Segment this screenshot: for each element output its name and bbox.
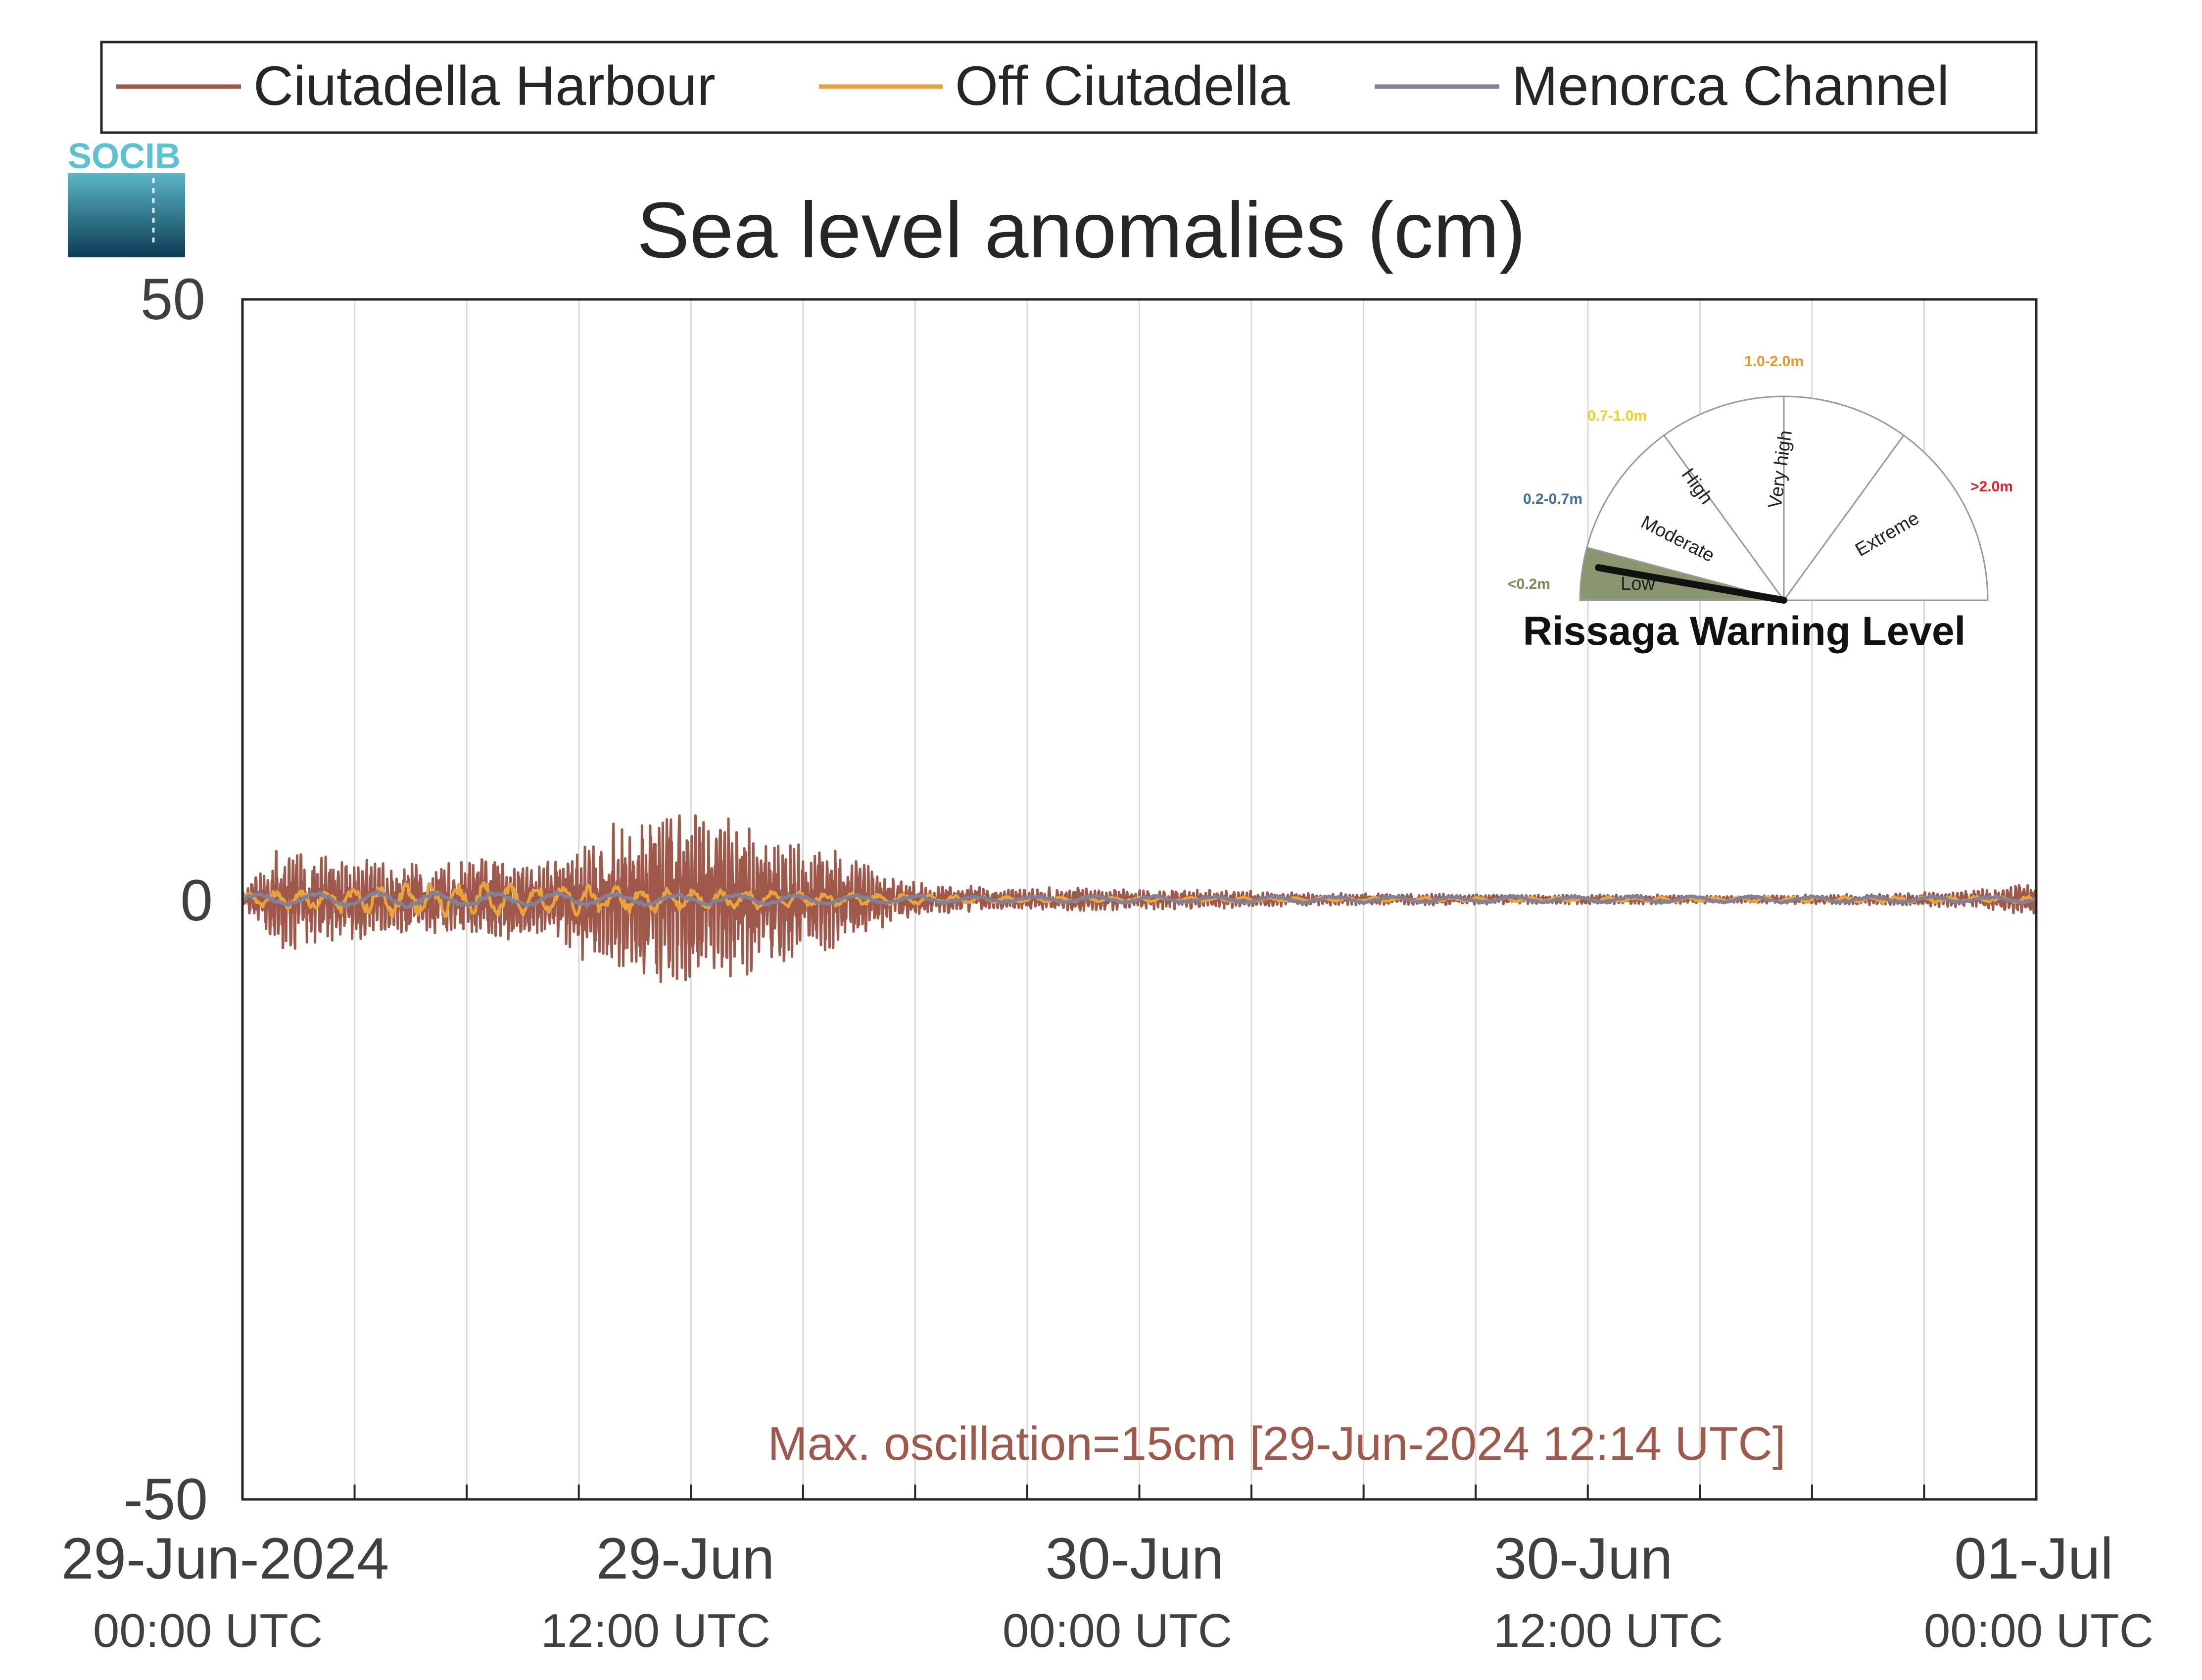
series-line-menorca-channel: [241, 889, 2037, 909]
x-tick-time-1: 12:00 UTC: [541, 1604, 770, 1657]
x-tick-date-1: 29-Jun: [596, 1526, 775, 1591]
gauge-sector-extreme: [1782, 434, 1989, 601]
legend-box: [100, 41, 2038, 134]
gauge-sectors: [1579, 395, 1989, 603]
gauge-range-moderate: 0.2-0.7m: [1523, 491, 1582, 507]
y-axis: 50 0 -50: [123, 267, 213, 1532]
gauge-range-low: <0.2m: [1508, 576, 1550, 592]
x-tick-marks: [353, 1485, 1925, 1499]
socib-logo-wave: [68, 173, 185, 257]
x-tick-date-2: 30-Jun: [1046, 1526, 1224, 1591]
gauge-sector-label-low: Low: [1621, 574, 1655, 594]
x-tick-time-3: 12:00 UTC: [1493, 1604, 1723, 1657]
x-tick-time-2: 00:00 UTC: [1003, 1604, 1232, 1657]
series-line-ciutadella-harbour: [241, 814, 2038, 983]
series-layer: [241, 814, 2038, 983]
x-tick-time-0: 00:00 UTC: [93, 1604, 323, 1657]
x-tick-date-3: 30-Jun: [1494, 1526, 1673, 1591]
rissaga-warning-gauge: Low Moderate High Very high Extreme <0.2…: [1508, 353, 2013, 654]
legend: Ciutadella Harbour Off Ciutadella Menorc…: [100, 41, 2038, 134]
legend-label-menorca-channel: Menorca Channel: [1512, 55, 1949, 117]
gauge-range-high: 0.7-1.0m: [1587, 408, 1647, 424]
y-tick-label-bottom: -50: [123, 1467, 208, 1532]
x-axis: 29-Jun-2024 00:00 UTC 29-Jun 12:00 UTC 3…: [61, 1526, 2154, 1657]
max-oscillation-annotation: Max. oscillation=15cm [29-Jun-2024 12:14…: [767, 1417, 1785, 1470]
gauge-sector-very-high: [1783, 395, 1905, 603]
x-tick-time-4: 00:00 UTC: [1924, 1604, 2154, 1657]
gauge-needle: [1595, 564, 1787, 604]
y-tick-label-zero: 0: [180, 868, 213, 933]
gauge-sector-moderate: [1586, 434, 1786, 602]
legend-label-ciutadella-harbour: Ciutadella Harbour: [253, 55, 716, 117]
x-tick-date-4: 01-Jul: [1954, 1526, 2113, 1591]
legend-label-off-ciutadella: Off Ciutadella: [955, 55, 1290, 117]
x-tick-date-0: 29-Jun-2024: [61, 1526, 389, 1591]
chart-title: Sea level anomalies (cm): [637, 186, 1526, 274]
y-tick-label-top: 50: [141, 267, 205, 332]
gauge-sector-high: [1663, 395, 1785, 603]
gauge-range-extreme: >2.0m: [1970, 479, 2013, 495]
gauge-title: Rissaga Warning Level: [1523, 609, 1966, 654]
socib-logo-text: SOCIB: [68, 137, 181, 176]
gauge-range-very-high: 1.0-2.0m: [1744, 353, 1804, 370]
socib-logo: SOCIB: [68, 137, 185, 257]
